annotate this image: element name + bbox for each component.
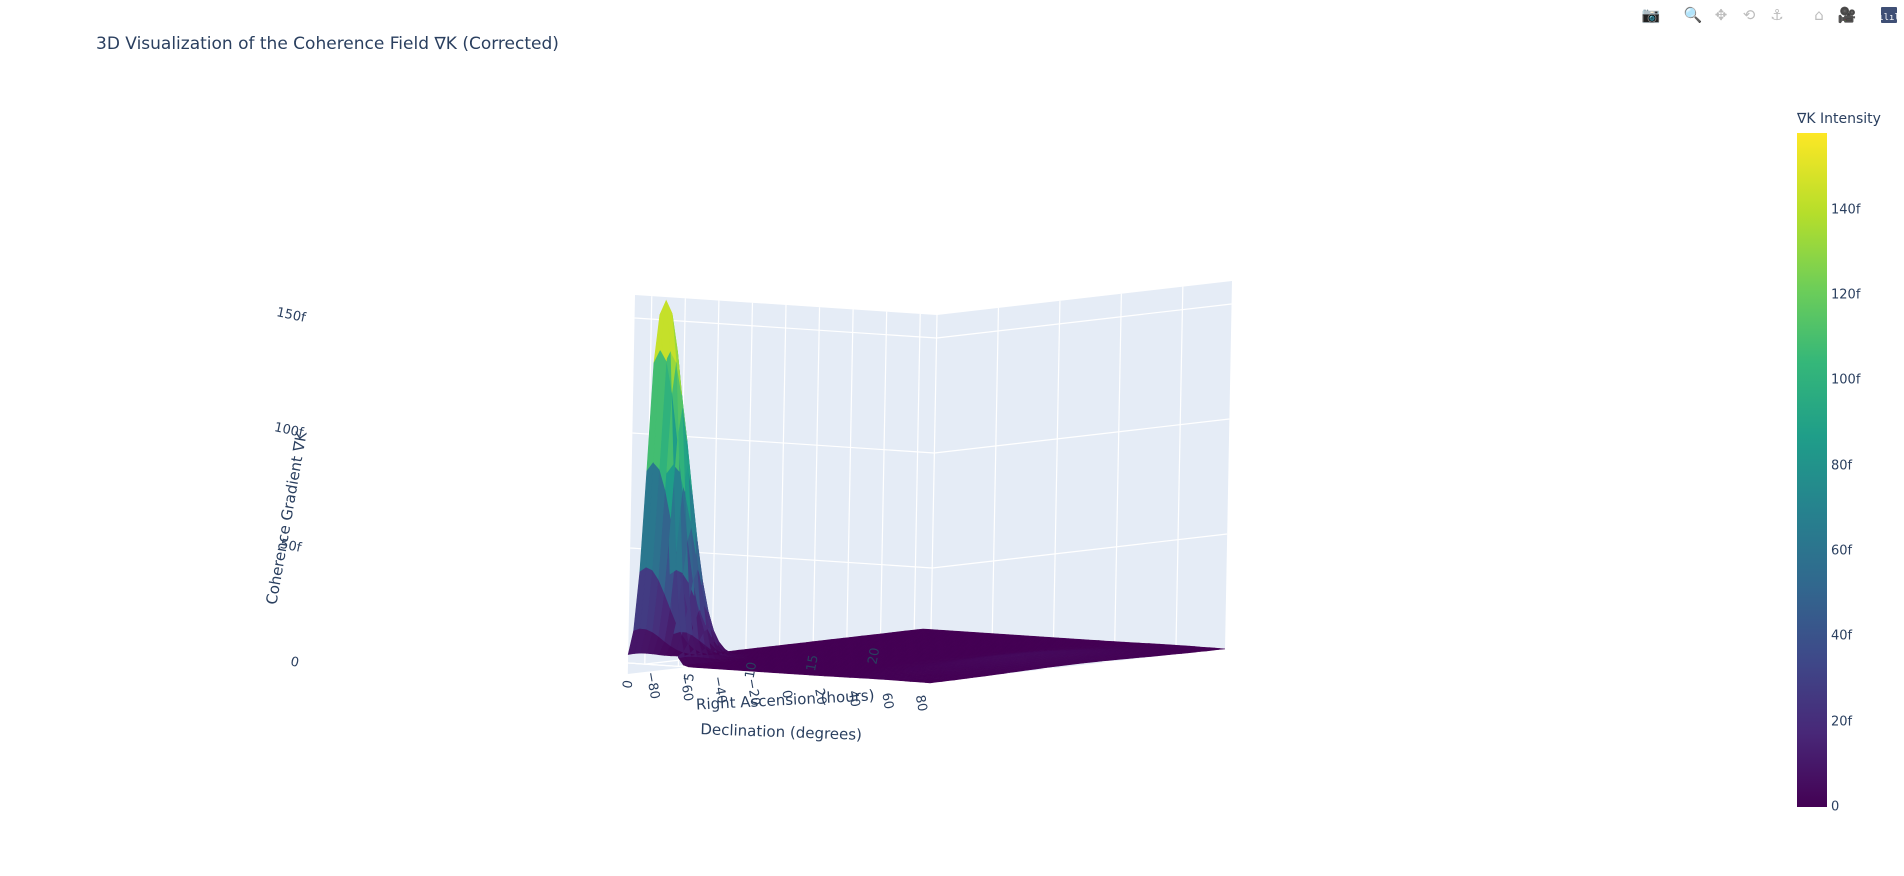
colorbar: [1797, 133, 1827, 807]
surface-mesh: [627, 299, 1226, 684]
grid-dec-wall: [912, 313, 921, 682]
grid-dec-wall: [778, 304, 787, 674]
wall-ra-plane: [930, 281, 1232, 683]
y-tick-label: 20: [811, 687, 829, 706]
x-tick-label: 0: [620, 679, 636, 690]
home-icon[interactable]: ⌂: [1814, 5, 1824, 24]
grid-ra-wall: [929, 314, 938, 684]
grid-dec-wall: [744, 302, 754, 671]
chart-title: 3D Visualization of the Coherence Field …: [96, 34, 559, 54]
y-tick-label: 80: [912, 694, 930, 713]
x-tick-label: 5: [682, 672, 698, 683]
grid-z-wall-ra: [929, 648, 1226, 684]
x-tick-label: 15: [804, 654, 822, 673]
camera-icon[interactable]: 📷: [1641, 5, 1661, 24]
x-tick-label: 10: [743, 661, 761, 680]
plotly-logo-icon[interactable]: ılıl: [1878, 4, 1900, 26]
z-tick-label: 0: [289, 655, 300, 671]
grid-z-wall-ra: [934, 418, 1230, 454]
grid-ra-wall: [990, 307, 1000, 676]
turntable-icon[interactable]: ⚓: [1770, 5, 1784, 24]
grid-ra-wall: [1052, 300, 1061, 669]
grid-z-wall-ra: [936, 303, 1232, 339]
grid-dec-wall: [845, 309, 854, 678]
reset-camera-icon[interactable]: 🎥: [1837, 5, 1857, 24]
colorbar-tick-label: 140f: [1831, 202, 1861, 218]
colorbar-tick-label: 120f: [1831, 287, 1861, 303]
grid-dec-wall: [711, 300, 720, 669]
colorbar-title: ∇K Intensity: [1797, 111, 1881, 127]
grid-dec-wall: [811, 307, 821, 676]
colorbar-tick-label: 100f: [1831, 372, 1861, 388]
colorbar-tick-label: 60f: [1831, 543, 1853, 559]
orbit-icon[interactable]: ⟲: [1742, 5, 1756, 24]
zoom-icon[interactable]: 🔍: [1683, 5, 1703, 24]
y-tick-label: −40: [710, 675, 730, 705]
pan-icon[interactable]: ✥: [1714, 5, 1728, 24]
y-tick-label: 40: [845, 689, 863, 708]
colorbar-tick-label: 40f: [1831, 628, 1853, 644]
y-tick-label: 60: [878, 692, 896, 711]
grid-z-wall-ra: [932, 533, 1228, 569]
surface-patch: [627, 628, 641, 655]
grid-dec-wall: [879, 311, 888, 680]
grid-ra-wall: [1175, 286, 1184, 655]
x-tick-label: 20: [866, 647, 884, 666]
colorbar-tick-label: 20f: [1831, 714, 1853, 730]
z-tick-label: 100f: [273, 420, 305, 441]
y-tick-label: 0: [778, 689, 794, 700]
grid-z-wall-dec: [634, 317, 937, 339]
z-tick-label: 150f: [275, 305, 307, 326]
colorbar-tick-label: 0: [1831, 799, 1840, 815]
z-axis-title: Coherence Gradient ∇K: [263, 429, 311, 606]
colorbar-tick-label: 80f: [1831, 458, 1853, 474]
z-tick-label: 50f: [279, 537, 303, 556]
y-tick-label: −20: [743, 677, 763, 707]
y-tick-label: −80: [642, 671, 662, 701]
y-axis-title: Declination (degrees): [700, 720, 862, 744]
grid-ra-wall: [1113, 293, 1122, 662]
y-tick-label: −60: [676, 673, 696, 703]
modebar: 📷 🔍 ✥ ⟲ ⚓ ⌂ 🎥 ılıl: [1640, 4, 1900, 26]
